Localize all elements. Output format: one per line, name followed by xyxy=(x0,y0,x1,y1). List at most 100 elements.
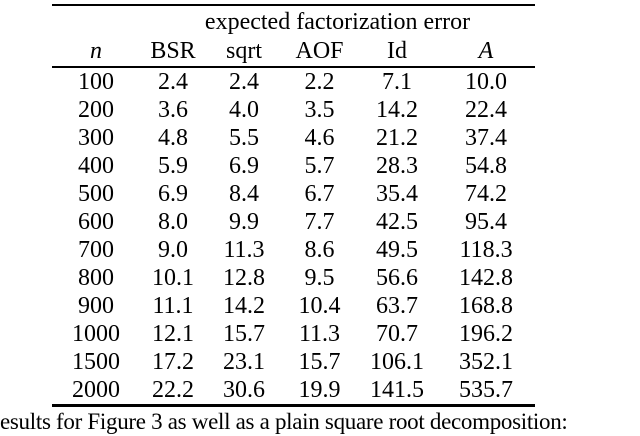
table-cell: 700 xyxy=(78,237,114,263)
table-cell: 6.9 xyxy=(229,153,259,179)
table-cell: 11.3 xyxy=(298,321,341,347)
table-cell: 15.7 xyxy=(298,349,341,375)
table-cell: 6.9 xyxy=(158,181,188,207)
table-cell: 106.1 xyxy=(370,349,424,375)
table-cell: 22.2 xyxy=(152,377,194,403)
table-cell: 5.5 xyxy=(229,125,259,151)
table-cell: 5.7 xyxy=(304,153,335,179)
table-cell: 118.3 xyxy=(459,237,513,263)
table-cell: 12.1 xyxy=(152,321,194,347)
table-row: 500 6.9 8.4 6.7 35.4 74.2 xyxy=(52,180,535,208)
table-cell: 28.3 xyxy=(376,153,418,179)
table-cell: 8.6 xyxy=(304,237,335,263)
table-cell: 200 xyxy=(78,97,114,123)
column-header-a: A xyxy=(478,38,494,64)
column-header-aof: AOF xyxy=(295,38,344,64)
table-header: expected factorization error n BSR sqrt … xyxy=(52,5,536,67)
table-row: 900 11.1 14.2 10.4 63.7 168.8 xyxy=(52,292,535,320)
table-cell: 352.1 xyxy=(459,349,513,375)
table-cell: 1000 xyxy=(72,321,120,347)
table-cell: 500 xyxy=(78,181,114,207)
column-header-sqrt: sqrt xyxy=(226,38,262,64)
table-cell: 2.4 xyxy=(158,69,188,95)
results-table: expected factorization error n BSR sqrt … xyxy=(52,4,536,407)
table-cell: 14.2 xyxy=(223,293,265,319)
table-cell: 168.8 xyxy=(459,293,513,319)
table-cell: 2000 xyxy=(72,377,120,403)
table-cell: 3.6 xyxy=(158,97,188,123)
column-header-n: n xyxy=(90,38,102,64)
table-cell: 535.7 xyxy=(459,377,513,403)
table-row: 700 9.0 11.3 8.6 49.5 118.3 xyxy=(52,236,535,264)
table-cell: 600 xyxy=(78,209,114,235)
table-cell: 11.1 xyxy=(152,293,194,319)
table-row: 400 5.9 6.9 5.7 28.3 54.8 xyxy=(52,152,535,180)
table-row: 2000 22.2 30.6 19.9 141.5 535.7 xyxy=(52,376,535,406)
table-cell: 900 xyxy=(78,293,114,319)
table-cell: 7.7 xyxy=(304,209,335,235)
table-cell: 42.5 xyxy=(376,209,418,235)
group-header-row: expected factorization error xyxy=(52,5,535,36)
table-cell: 56.6 xyxy=(376,265,418,291)
table-cell: 2.4 xyxy=(229,69,259,95)
table-row: 300 4.8 5.5 4.6 21.2 37.4 xyxy=(52,124,535,152)
table-cell: 12.8 xyxy=(223,265,265,291)
table-row: 100 2.4 2.4 2.2 7.1 10.0 xyxy=(52,67,535,96)
table-cell: 95.4 xyxy=(465,209,507,235)
table-cell: 19.9 xyxy=(298,377,341,403)
table-cell: 30.6 xyxy=(223,377,265,403)
table-cell: 9.9 xyxy=(229,209,259,235)
table-cell: 35.4 xyxy=(376,181,418,207)
table-cell: 100 xyxy=(78,69,114,95)
table-cell: 6.7 xyxy=(304,181,335,207)
table-cell: 11.3 xyxy=(223,237,265,263)
table-cell: 300 xyxy=(78,125,114,151)
table-cell: 10.0 xyxy=(465,69,507,95)
table-cell: 4.0 xyxy=(229,97,259,123)
table-cell: 15.7 xyxy=(223,321,265,347)
group-header: expected factorization error xyxy=(204,9,471,35)
table-cell: 9.0 xyxy=(158,237,188,263)
table-row: 1000 12.1 15.7 11.3 70.7 196.2 xyxy=(52,320,535,348)
column-header-id: Id xyxy=(387,38,407,64)
table-cell: 21.2 xyxy=(376,125,418,151)
table-cell: 70.7 xyxy=(376,321,418,347)
table-cell: 17.2 xyxy=(152,349,194,375)
table-cell: 23.1 xyxy=(223,349,265,375)
group-header-spacer xyxy=(52,5,140,36)
table-cell: 141.5 xyxy=(370,377,424,403)
table-cell: 2.2 xyxy=(304,69,335,95)
table-cell: 54.8 xyxy=(465,153,507,179)
column-header-bsr: BSR xyxy=(150,38,196,64)
table-cell: 196.2 xyxy=(459,321,513,347)
table-cell: 5.9 xyxy=(158,153,188,179)
table-cell: 9.5 xyxy=(304,265,335,291)
table-cell: 14.2 xyxy=(376,97,418,123)
table-cell: 4.6 xyxy=(304,125,335,151)
results-table-block: expected factorization error n BSR sqrt … xyxy=(52,4,536,407)
table-cell: 400 xyxy=(78,153,114,179)
table-cell: 7.1 xyxy=(382,69,412,95)
table-cell: 1500 xyxy=(72,349,120,375)
table-row: 200 3.6 4.0 3.5 14.2 22.4 xyxy=(52,96,535,124)
table-cell: 37.4 xyxy=(465,125,507,151)
table-cell: 4.8 xyxy=(158,125,188,151)
column-header-row: n BSR sqrt AOF Id A xyxy=(52,36,535,67)
table-cell: 49.5 xyxy=(376,237,418,263)
table-body: 100 2.4 2.4 2.2 7.1 10.0 200 3.6 4.0 3.5 14.2 22.4 3… xyxy=(52,67,535,406)
table-cell: 22.4 xyxy=(465,97,507,123)
table-cell: 8.4 xyxy=(229,181,259,207)
table-row: 600 8.0 9.9 7.7 42.5 95.4 xyxy=(52,208,535,236)
table-cell: 10.1 xyxy=(152,265,194,291)
table-cell: 142.8 xyxy=(459,265,513,291)
table-cell: 800 xyxy=(78,265,114,291)
table-cell: 3.5 xyxy=(304,97,335,123)
table-row: 800 10.1 12.8 9.5 56.6 142.8 xyxy=(52,264,535,292)
table-cell: 63.7 xyxy=(376,293,418,319)
table-cell: 8.0 xyxy=(158,209,188,235)
caption: esults for Figure 3 as well as a plain s… xyxy=(0,409,568,434)
table-row: 1500 17.2 23.1 15.7 106.1 352.1 xyxy=(52,348,535,376)
table-cell: 74.2 xyxy=(465,181,507,207)
table-cell: 10.4 xyxy=(298,293,341,319)
